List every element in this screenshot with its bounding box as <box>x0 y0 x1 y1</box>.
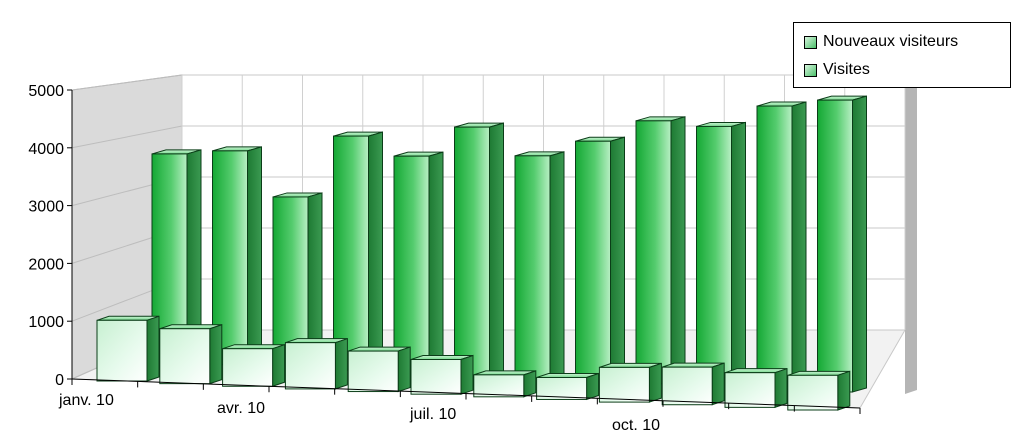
bar-visits-side <box>489 122 504 377</box>
bar-new-visitors-side <box>460 354 474 395</box>
bar-visits-side <box>428 151 444 374</box>
legend-item-new-visitors: Nouveaux visiteurs <box>804 29 958 55</box>
legend-swatch-new-visitors <box>804 35 817 49</box>
bar-new-visitors-side <box>397 346 411 393</box>
bar-visits-front <box>575 140 611 382</box>
bar-visits-side <box>791 101 807 390</box>
bar-new-visitors <box>410 354 474 395</box>
bar-new-visitors-side <box>837 370 851 411</box>
bar-visits <box>635 116 686 385</box>
bar-visits <box>514 151 565 380</box>
bar-new-visitors-side <box>523 370 537 398</box>
bar-visits-front <box>333 135 369 371</box>
bar-visits <box>333 131 383 371</box>
bar-new-visitors <box>96 315 160 382</box>
bar-new-visitors-front <box>724 372 776 408</box>
bar-visits-side <box>247 146 262 366</box>
bar-new-visitors <box>536 372 600 401</box>
bar-visits-front <box>635 120 672 385</box>
bar-new-visitors <box>347 346 411 393</box>
legend-swatch-visits <box>804 63 817 77</box>
bar-new-visitors-front <box>473 374 525 398</box>
bar-visits <box>756 101 807 390</box>
bar-new-visitors-side <box>334 337 348 390</box>
bar-visits <box>151 149 202 363</box>
y-tick-label: 0 <box>55 372 64 389</box>
bar-visits <box>454 122 504 377</box>
bar-visits-front <box>756 105 793 390</box>
bar-visits-front <box>514 155 551 379</box>
bar-new-visitors <box>661 362 725 406</box>
bar-visits-side <box>670 116 686 385</box>
bar-visits-side <box>368 131 383 371</box>
y-tick-label: 1000 <box>28 314 64 331</box>
bar-visits <box>212 146 262 366</box>
legend-item-visits: Visites <box>804 57 870 83</box>
bar-visits <box>696 121 746 388</box>
bar-new-visitors-front <box>661 366 713 406</box>
bar-new-visitors-side <box>586 372 600 401</box>
bar-new-visitors <box>598 362 662 403</box>
bar-new-visitors-front <box>347 350 399 393</box>
side-gridline <box>71 125 183 149</box>
bar-new-visitors-side <box>774 367 788 409</box>
x-tick-label: oct. 10 <box>612 417 660 432</box>
bar-new-visitors-front <box>410 359 462 395</box>
bar-new-visitors <box>724 367 788 409</box>
legend-label-visits: Visites <box>823 61 870 78</box>
bar-new-visitors-front <box>536 376 588 400</box>
bar-new-visitors-front <box>787 374 839 411</box>
bar-visits-side <box>852 95 867 393</box>
x-tick-label: avr. 10 <box>217 400 265 417</box>
side-gridline <box>71 74 183 91</box>
y-tick-label: 4000 <box>28 141 64 158</box>
y-tick-label: 5000 <box>28 83 64 100</box>
bar-visits-front <box>696 125 732 388</box>
bar-new-visitors-side <box>272 344 286 387</box>
bar-visits-side <box>610 136 625 382</box>
chart-bars <box>96 95 867 411</box>
bar-new-visitors-front <box>598 366 650 403</box>
bar-new-visitors-front <box>159 328 211 385</box>
legend: Nouveaux visiteurs Visites <box>793 22 1011 88</box>
bar-new-visitors-front <box>284 342 336 390</box>
bar-visits-front <box>454 126 490 377</box>
bar-new-visitors <box>787 370 851 411</box>
bar-new-visitors-side <box>648 362 662 403</box>
bar-new-visitors-side <box>146 315 160 382</box>
y-tick-label: 3000 <box>28 199 64 216</box>
x-tick-label: janv. 10 <box>58 392 114 409</box>
legend-label-new-visitors: Nouveaux visiteurs <box>823 33 959 50</box>
bar-new-visitors-front <box>222 348 274 387</box>
bar-new-visitors <box>159 324 223 385</box>
bar-new-visitors-front <box>96 319 148 382</box>
right-wall-edge <box>905 81 917 394</box>
bar-visits <box>817 95 867 393</box>
x-tick-label: juil. 10 <box>409 406 456 423</box>
chart-axes: 0 1000 2000 3000 4000 5000 janv. 10 avr. 10 juil… <box>28 83 861 432</box>
bar-visits-front <box>817 99 853 393</box>
y-tick-label: 2000 <box>28 256 64 273</box>
bar-visits-front <box>393 155 430 374</box>
bar-visits-side <box>731 121 746 388</box>
bar-new-visitors <box>473 370 537 398</box>
bar-visits <box>575 136 625 382</box>
bar-visits-side <box>549 151 565 380</box>
bar-new-visitors-side <box>711 362 725 406</box>
bar-new-visitors-side <box>209 324 223 385</box>
bar-new-visitors <box>284 337 348 390</box>
bar-new-visitors <box>222 344 286 387</box>
bar-visits <box>393 151 444 374</box>
